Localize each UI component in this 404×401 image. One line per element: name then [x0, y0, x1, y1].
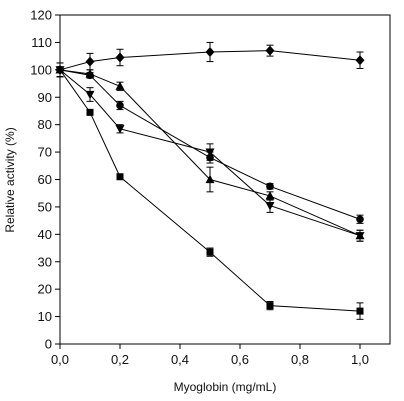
data-point-triangle-down	[205, 148, 215, 157]
data-point-diamond	[85, 56, 95, 67]
data-point-diamond	[355, 55, 365, 66]
x-tick-label: 0,2	[111, 352, 129, 367]
x-tick-label: 0,4	[171, 352, 189, 367]
y-tick-label: 120	[30, 8, 52, 23]
series-diamond	[55, 41, 365, 78]
x-tick-label: 0,0	[51, 352, 69, 367]
x-axis-title: Myoglobin (mg/mL)	[174, 380, 277, 394]
series-layer	[55, 41, 365, 320]
y-tick-label: 80	[38, 117, 52, 132]
series-square	[56, 62, 364, 320]
data-point-square	[206, 248, 214, 256]
plot-frame	[59, 14, 391, 345]
y-tick-label: 100	[30, 62, 52, 77]
series-line	[59, 69, 361, 237]
y-tick-label: 10	[38, 309, 52, 324]
data-point-square	[356, 307, 364, 315]
data-point-circle	[266, 182, 274, 191]
axis-layer: 0 10 20 30 40 50 60 70 80 90 100 110 120 0,0 0,2 0,4 0,6…	[30, 8, 369, 368]
data-point-triangle-up	[265, 191, 275, 200]
series-line	[59, 69, 361, 312]
data-point-triangle-up	[115, 81, 125, 90]
data-point-diamond	[205, 47, 215, 58]
series-circle	[56, 62, 364, 224]
x-tick-label: 1,0	[351, 352, 369, 367]
data-point-triangle-down	[115, 125, 125, 134]
data-point-circle	[356, 215, 364, 224]
series-line	[59, 69, 361, 220]
series-triangle-down	[55, 62, 365, 242]
data-point-square	[266, 302, 274, 310]
y-tick-label: 20	[38, 282, 52, 297]
data-point-triangle-down	[355, 232, 365, 241]
y-tick-label: 70	[38, 145, 52, 160]
data-point-triangle-up	[205, 174, 215, 184]
data-point-triangle-down	[265, 201, 275, 211]
data-point-triangle-up	[85, 69, 95, 78]
data-point-square	[116, 173, 124, 181]
y-tick-label: 60	[38, 172, 52, 187]
x-tick-label: 0,8	[291, 352, 309, 367]
data-point-square	[86, 108, 94, 116]
y-tick-label: 30	[38, 254, 52, 269]
data-point-diamond	[265, 45, 275, 56]
y-tick-label: 50	[38, 199, 52, 214]
data-point-triangle-down	[85, 90, 95, 100]
data-point-circle	[116, 101, 124, 110]
y-tick-label: 0	[45, 337, 52, 352]
y-tick-label: 90	[38, 90, 52, 105]
series-line	[59, 69, 361, 237]
series-line	[59, 50, 361, 71]
x-tick-label: 0,6	[231, 352, 249, 367]
y-tick-label: 40	[38, 227, 52, 242]
data-point-square	[56, 66, 64, 74]
y-tick-label: 110	[31, 35, 52, 50]
y-axis-title: Relative activity (%)	[3, 127, 17, 232]
data-point-diamond	[115, 52, 125, 63]
